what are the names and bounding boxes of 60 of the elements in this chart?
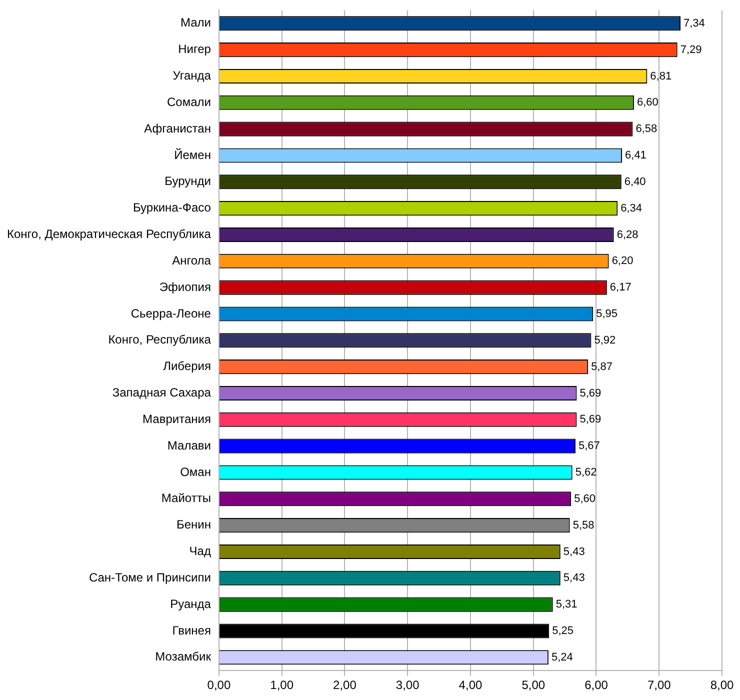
data-label: 6,60 [636,96,658,109]
y-tick-label: Гвинея [172,623,211,638]
y-tick-label: Мавритания [142,412,211,426]
y-tick-label: Афганистан [144,121,211,136]
data-label: 6,34 [620,202,642,214]
data-label: 5,58 [572,519,594,532]
y-tick-label: Руанда [170,596,212,611]
x-tick-label: 3,00 [396,678,420,692]
y-tick-label: Мали [180,16,211,30]
y-tick-label: Буркина-Фасо [132,200,212,215]
y-tick-label: Эфиопия [159,280,211,294]
x-tick-label: 2,00 [333,678,357,692]
y-tick-label: Сомали [166,94,211,109]
x-tick-label: 0,00 [207,678,231,692]
y-tick-label: Конго, Республика [108,332,212,347]
x-tick-label: 6,00 [584,678,608,692]
x-tick-label: 4,00 [458,678,482,692]
data-label: 5,43 [563,546,585,558]
data-label: 5,87 [591,360,612,373]
y-tick-label: Сан-Томе и Принсипи [88,570,211,584]
data-label: 6,81 [650,70,672,82]
bar [219,624,550,638]
data-label: 5,43 [563,572,585,584]
y-tick-label: Бурунди [164,174,211,188]
y-tick-label: Малави [167,438,211,452]
y-tick-label: Нигер [178,42,212,56]
y-tick-label: Конго, Демократическая Республика [6,227,212,242]
y-tick-label: Чад [189,544,211,558]
y-tick-label: Западная Сахара [112,386,212,400]
y-tick-label: Йемен [174,148,211,162]
x-tick-label: 1,00 [270,678,294,692]
data-label: 6,20 [612,255,634,268]
data-label: 5,24 [551,651,573,664]
x-tick-label: 7,00 [647,678,672,692]
y-tick-label: Майотты [161,491,211,506]
data-label: 7,34 [684,17,705,30]
data-label: 6,41 [625,150,646,162]
data-label: 6,40 [624,176,646,188]
data-label: 7,29 [680,44,702,56]
y-tick-label: Ангола [172,253,212,268]
data-label: 6,28 [616,228,638,241]
x-tick-label: 5,00 [522,678,546,692]
data-label: 5,62 [575,466,597,479]
data-label: 5,67 [578,440,600,452]
data-label: 5,60 [574,492,596,505]
data-label: 6,58 [636,123,658,136]
data-label: 5,69 [580,414,602,426]
y-tick-label: Уганда [172,68,212,83]
y-tick-label: Мозамбик [155,650,212,664]
y-tick-label: Сьерра-Леоне [130,306,212,320]
data-label: 5,25 [552,625,574,638]
data-label: 5,31 [556,598,578,611]
y-tick-label: Оман [180,464,211,479]
data-label: 5,69 [580,387,602,400]
data-label: 5,92 [594,334,616,346]
data-label: 5,95 [596,308,618,320]
data-label: 6,17 [610,282,632,294]
y-tick-label: Либерия [163,359,211,374]
x-tick-label: 8,00 [710,678,734,692]
y-tick-label: Бенин [176,518,211,532]
